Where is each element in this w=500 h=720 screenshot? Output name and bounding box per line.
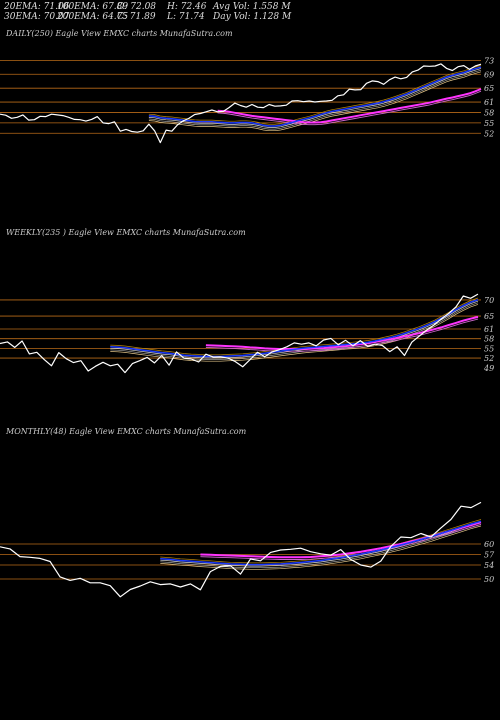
stats-row-2: 30EMA: 70.07200EMA: 64.75C: 71.89 L: 71.7… xyxy=(4,12,303,22)
ema-short-line xyxy=(148,66,482,127)
y-tick-label: 49 xyxy=(483,364,494,373)
ema-long-line xyxy=(200,521,482,559)
stat-open: O: 72.08 xyxy=(117,2,157,12)
price-line xyxy=(0,501,482,598)
chart-title: WEEKLY(235 ) Eagle View EMXC charts Muna… xyxy=(6,228,246,237)
ema-short-line xyxy=(110,298,479,358)
ma-line xyxy=(110,297,479,356)
y-tick-label: 57 xyxy=(484,551,495,560)
ema-long-band xyxy=(200,524,482,560)
ema-long-line xyxy=(217,88,482,124)
stat-avg-vol: Avg Vol: 1.558 M xyxy=(213,2,291,12)
ma-line xyxy=(110,302,479,360)
ema-short-line xyxy=(160,520,482,566)
stat-30ema: 30EMA: 70.07 xyxy=(4,12,70,22)
ma-line xyxy=(148,65,482,125)
y-tick-label: 61 xyxy=(484,98,494,107)
daily-chart: DAILY(250) Eagle View EMXC charts Munafa… xyxy=(0,29,494,144)
stat-close: C: 71.89 xyxy=(117,12,156,22)
y-tick-label: 50 xyxy=(484,575,494,584)
ema-long-band xyxy=(205,318,479,352)
y-tick-label: 54 xyxy=(484,561,494,570)
y-tick-label: 52 xyxy=(484,354,494,363)
stat-low: L: 71.74 xyxy=(167,12,205,22)
monthly-chart: MONTHLY(48) Eagle View EMXC charts Munaf… xyxy=(0,427,495,598)
y-tick-label: 65 xyxy=(484,84,494,93)
chart-title: DAILY(250) Eagle View EMXC charts Munafa… xyxy=(5,29,233,38)
y-tick-label: 58 xyxy=(484,335,494,344)
y-tick-label: 52 xyxy=(484,129,494,138)
price-line xyxy=(0,293,479,374)
y-tick-label: 61 xyxy=(484,325,494,334)
ema-long-line xyxy=(205,315,479,350)
ma-line xyxy=(160,523,482,569)
weekly-chart: WEEKLY(235 ) Eagle View EMXC charts Muna… xyxy=(0,228,494,374)
stat-100ema: 100EMA: 67.89 xyxy=(57,2,129,12)
y-tick-label: 55 xyxy=(484,119,494,128)
stat-high: H: 72.46 xyxy=(167,2,207,12)
ma-line xyxy=(148,69,482,130)
stats-row-1: 20EMA: 71.06100EMA: 67.89O: 72.08 H: 72.4… xyxy=(4,2,303,12)
ma-line xyxy=(148,68,482,128)
y-tick-label: 69 xyxy=(484,70,494,79)
ma-line xyxy=(148,71,482,132)
y-tick-label: 65 xyxy=(484,312,494,321)
price-line xyxy=(0,63,482,144)
y-tick-label: 70 xyxy=(484,296,494,305)
chart-title: MONTHLY(48) Eagle View EMXC charts Munaf… xyxy=(5,427,247,436)
ma-line xyxy=(160,522,482,567)
ma-line xyxy=(160,525,482,570)
ema-long-band xyxy=(217,90,482,126)
stat-200ema: 200EMA: 64.75 xyxy=(57,12,129,22)
y-tick-label: 60 xyxy=(484,540,494,549)
stats-panel: 20EMA: 71.06100EMA: 67.89O: 72.08 H: 72.4… xyxy=(4,2,303,22)
y-tick-label: 73 xyxy=(484,56,494,65)
y-tick-label: 55 xyxy=(484,344,494,353)
y-tick-label: 58 xyxy=(484,108,494,117)
stat-day-vol: Day Vol: 1.128 M xyxy=(213,12,292,22)
stat-20ema: 20EMA: 71.06 xyxy=(4,2,70,12)
